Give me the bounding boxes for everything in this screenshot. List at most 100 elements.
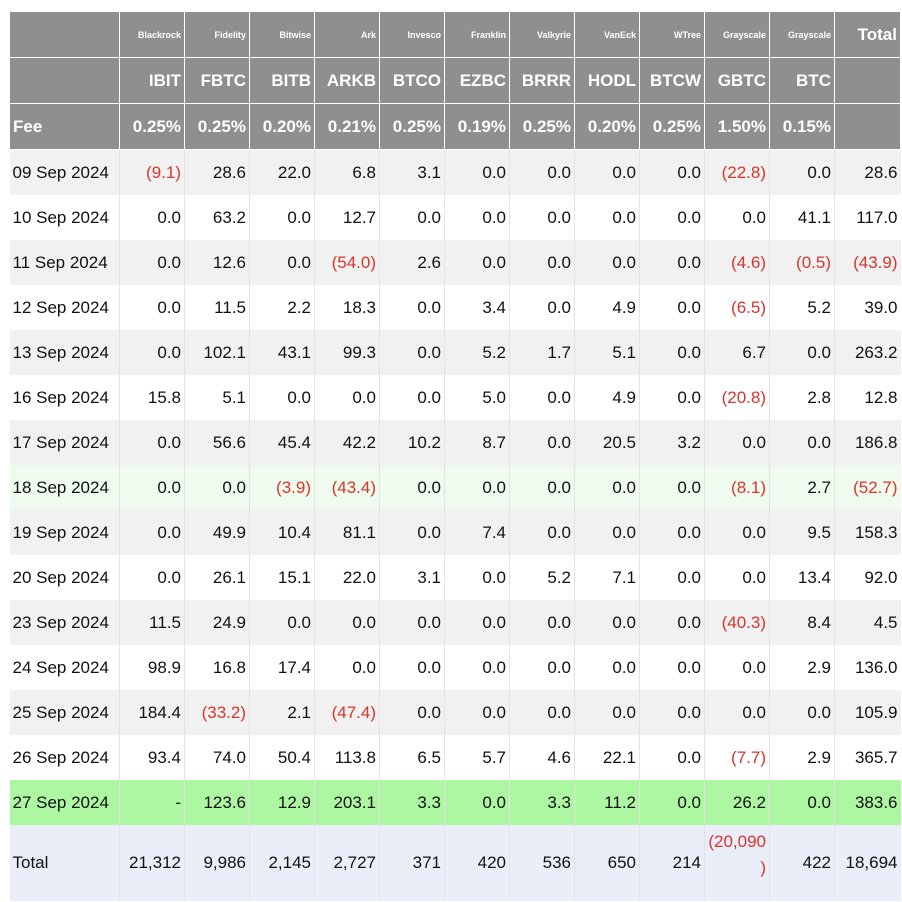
flow-cell: 81.1 [314, 510, 380, 555]
flow-cell: 0.0 [639, 330, 705, 375]
flow-cell: 0.0 [639, 600, 705, 645]
etf-flow-table: Blackrock Fidelity Bitwise Ark Invesco Frankl… [9, 11, 901, 901]
flow-cell: 184.4 [119, 690, 185, 735]
fee-value: 0.20% [574, 103, 640, 150]
header-blank-cell [834, 103, 901, 150]
flow-cell: 5.1 [574, 330, 640, 375]
fee-header-row: Fee 0.25% 0.25% 0.20% 0.21% 0.25% 0.19% 0.25% 0.… [9, 103, 901, 150]
header-corner-cell [9, 57, 120, 104]
flow-cell: 0.0 [444, 149, 510, 195]
flow-cell: 0.0 [249, 375, 315, 420]
row-date: 12 Sep 2024 [9, 285, 120, 330]
flow-cell: 203.1 [314, 780, 380, 825]
flow-cell: 2.7 [769, 465, 835, 510]
flow-cell: 41.1 [769, 195, 835, 240]
total-row: Total 21,312 9,986 2,145 2,727 371 420 536 650 21… [9, 825, 901, 901]
ticker-header: BRRR [509, 57, 575, 104]
ticker-header: BTC [769, 57, 835, 104]
flow-cell: (8.1) [704, 465, 770, 510]
flow-cell: (33.2) [184, 690, 250, 735]
flow-cell: 3.1 [379, 149, 445, 195]
row-total-cell: 383.6 [834, 780, 901, 825]
total-cell: 9,986 [184, 825, 250, 901]
total-cell: 420 [444, 825, 510, 901]
flow-cell: 0.0 [379, 330, 445, 375]
row-date: 17 Sep 2024 [9, 420, 120, 465]
table-row: 23 Sep 2024 11.5 24.9 0.0 0.0 0.0 0.0 0.0 0.0 0.0… [9, 600, 901, 645]
flow-cell: 0.0 [574, 195, 640, 240]
total-cell: 21,312 [119, 825, 185, 901]
table-row: 12 Sep 2024 0.0 11.5 2.2 18.3 0.0 3.4 0.0 4.9 0.0… [9, 285, 901, 330]
flow-cell: 0.0 [184, 465, 250, 510]
flow-cell: 13.4 [769, 555, 835, 600]
flow-cell: 2.8 [769, 375, 835, 420]
row-date: 23 Sep 2024 [9, 600, 120, 645]
issuer-header: VanEck [574, 11, 640, 58]
ticker-header-row: IBIT FBTC BITB ARKB BTCO EZBC BRRR HODL BTCW GBTC… [9, 57, 901, 104]
table-row: 10 Sep 2024 0.0 63.2 0.0 12.7 0.0 0.0 0.0 0.0 0.0… [9, 195, 901, 240]
row-date: 27 Sep 2024 [9, 780, 120, 825]
flow-cell: (43.4) [314, 465, 380, 510]
total-cell: (20,090 ) [704, 825, 770, 901]
flow-cell: 0.0 [444, 690, 510, 735]
flow-cell: 0.0 [509, 195, 575, 240]
flow-cell: 0.0 [509, 375, 575, 420]
flow-cell: 22.0 [249, 149, 315, 195]
row-date: 16 Sep 2024 [9, 375, 120, 420]
total-column-header: Total [834, 11, 901, 58]
fee-value: 0.25% [184, 103, 250, 150]
row-date: 25 Sep 2024 [9, 690, 120, 735]
row-date: 10 Sep 2024 [9, 195, 120, 240]
flow-cell: (9.1) [119, 149, 185, 195]
row-date: 09 Sep 2024 [9, 149, 120, 195]
fee-value: 0.15% [769, 103, 835, 150]
flow-cell: 0.0 [639, 735, 705, 780]
flow-cell: 0.0 [119, 510, 185, 555]
fee-value: 0.21% [314, 103, 380, 150]
flow-cell: 5.2 [444, 330, 510, 375]
flow-cell: 0.0 [509, 690, 575, 735]
issuer-header: Invesco [379, 11, 445, 58]
etf-flow-table-container: Blackrock Fidelity Bitwise Ark Invesco Frankl… [9, 11, 901, 901]
flow-cell: 0.0 [444, 240, 510, 285]
flow-cell: 0.0 [379, 690, 445, 735]
flow-cell: 0.0 [509, 465, 575, 510]
flow-cell: 0.0 [574, 690, 640, 735]
flow-cell: 99.3 [314, 330, 380, 375]
flow-cell: 0.0 [314, 600, 380, 645]
total-row-label: Total [9, 825, 120, 901]
flow-cell: 8.7 [444, 420, 510, 465]
flow-cell: 4.6 [509, 735, 575, 780]
flow-cell: 2.9 [769, 735, 835, 780]
flow-cell: 0.0 [509, 420, 575, 465]
fee-value: 0.25% [119, 103, 185, 150]
flow-cell: 15.1 [249, 555, 315, 600]
fee-value: 0.25% [509, 103, 575, 150]
flow-cell: 0.0 [704, 510, 770, 555]
flow-cell: 0.0 [379, 375, 445, 420]
table-row: 13 Sep 2024 0.0 102.1 43.1 99.3 0.0 5.2 1.7 5.1 0… [9, 330, 901, 375]
flow-cell: 0.0 [444, 645, 510, 690]
flow-cell: 0.0 [704, 195, 770, 240]
flow-cell: 3.2 [639, 420, 705, 465]
flow-cell: 17.4 [249, 645, 315, 690]
flow-cell: 0.0 [639, 149, 705, 195]
total-cell: 422 [769, 825, 835, 901]
flow-cell: 0.0 [574, 645, 640, 690]
issuer-header: Ark [314, 11, 380, 58]
flow-cell: 0.0 [769, 330, 835, 375]
issuer-header: Bitwise [249, 11, 315, 58]
flow-cell: 0.0 [119, 465, 185, 510]
table-row: 11 Sep 2024 0.0 12.6 0.0 (54.0) 2.6 0.0 0.0 0.0 0… [9, 240, 901, 285]
flow-cell: 93.4 [119, 735, 185, 780]
flow-cell: 2.6 [379, 240, 445, 285]
flow-cell: 0.0 [574, 240, 640, 285]
flow-cell: 4.9 [574, 285, 640, 330]
row-total-cell: 136.0 [834, 645, 901, 690]
row-date: 19 Sep 2024 [9, 510, 120, 555]
flow-cell: 0.0 [119, 330, 185, 375]
flow-cell: 5.2 [509, 555, 575, 600]
row-total-cell: 365.7 [834, 735, 901, 780]
flow-cell: 0.0 [639, 690, 705, 735]
flow-cell: 0.0 [444, 555, 510, 600]
